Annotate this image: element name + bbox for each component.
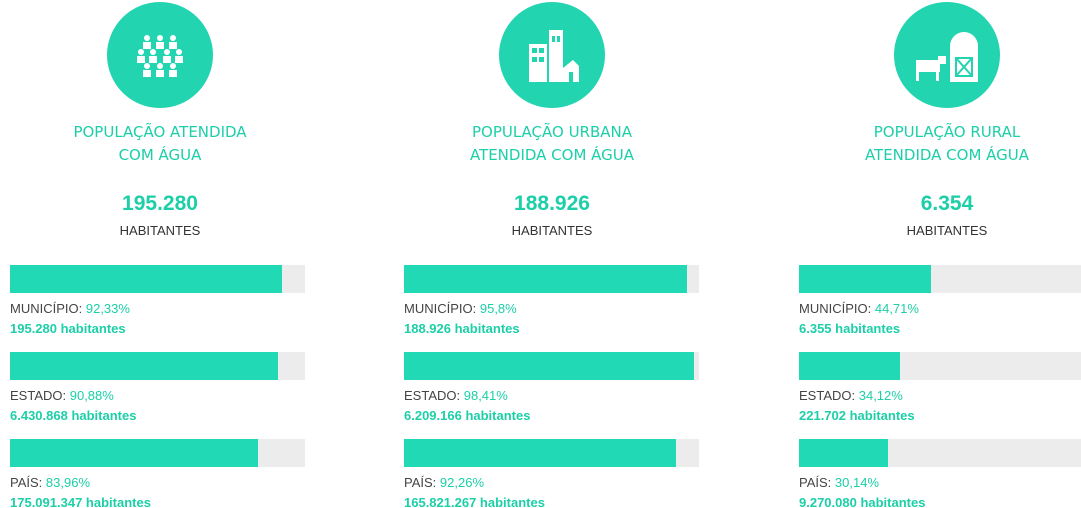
row-count: 9.270.080 habitantes	[799, 495, 926, 508]
row-count: 221.702 habitantes	[799, 408, 915, 423]
title-line: POPULAÇÃO ATENDIDA	[73, 123, 247, 141]
row-name: MUNICÍPIO:	[404, 301, 477, 316]
row-name: ESTADO:	[404, 388, 461, 403]
row-percent: 44,71%	[874, 301, 919, 316]
bar-track	[404, 439, 699, 467]
row-count: 175.091.347 habitantes	[10, 495, 151, 508]
row-label: ESTADO: 98,41%	[404, 388, 508, 403]
title-line: POPULAÇÃO RURAL	[873, 123, 1021, 141]
bar-fill	[799, 265, 931, 293]
unit-label: HABITANTES	[119, 223, 201, 238]
icon-urban	[499, 2, 605, 108]
row-percent: 34,12%	[858, 388, 903, 403]
bar-track	[10, 439, 305, 467]
title-line: ATENDIDA COM ÁGUA	[864, 146, 1030, 164]
row-count: 6.355 habitantes	[799, 321, 901, 336]
total-value: 6.354	[920, 192, 974, 215]
row-label: ESTADO: 90,88%	[10, 388, 114, 403]
unit-label: HABITANTES	[511, 223, 593, 238]
row-label: PAÍS: 30,14%	[799, 475, 879, 490]
bar-fill	[404, 265, 687, 293]
icon-rural	[894, 2, 1000, 108]
row-label: MUNICÍPIO: 95,8%	[404, 301, 517, 316]
bar-track	[10, 265, 305, 293]
row-percent: 92,26%	[439, 475, 484, 490]
total-value: 195.280	[122, 192, 198, 215]
row-count: 188.926 habitantes	[404, 321, 520, 336]
panel-title: POPULAÇÃO ATENDIDA COM ÁGUA	[10, 121, 310, 167]
row-label: ESTADO: 34,12%	[799, 388, 903, 403]
bar-track	[404, 265, 699, 293]
row-percent: 90,88%	[69, 388, 114, 403]
bar-fill	[799, 352, 900, 380]
row-percent: 83,96%	[45, 475, 90, 490]
row-name: MUNICÍPIO:	[10, 301, 83, 316]
bar-fill	[799, 439, 888, 467]
bar-fill	[10, 439, 258, 467]
title-line: POPULAÇÃO URBANA	[471, 123, 633, 141]
panel-title: POPULAÇÃO RURAL ATENDIDA COM ÁGUA	[797, 121, 1081, 167]
row-name: PAÍS:	[799, 475, 832, 490]
unit-label: HABITANTES	[906, 223, 988, 238]
bar-fill	[404, 439, 677, 467]
bar-fill	[404, 352, 695, 380]
row-name: ESTADO:	[799, 388, 856, 403]
bar-track	[799, 265, 1081, 293]
total-value: 188.926	[514, 192, 590, 215]
bar-fill	[10, 265, 283, 293]
row-percent: 30,14%	[834, 475, 879, 490]
title-line: ATENDIDA COM ÁGUA	[469, 146, 635, 164]
bar-track	[799, 439, 1081, 467]
row-label: PAÍS: 92,26%	[404, 475, 484, 490]
row-percent: 98,41%	[463, 388, 508, 403]
row-count: 6.430.868 habitantes	[10, 408, 137, 423]
row-count: 165.821.267 habitantes	[404, 495, 545, 508]
bar-track	[404, 352, 699, 380]
row-count: 6.209.166 habitantes	[404, 408, 531, 423]
row-label: MUNICÍPIO: 92,33%	[10, 301, 130, 316]
row-name: MUNICÍPIO:	[799, 301, 872, 316]
row-name: PAÍS:	[10, 475, 43, 490]
row-label: PAÍS: 83,96%	[10, 475, 90, 490]
row-label: MUNICÍPIO: 44,71%	[799, 301, 919, 316]
bar-track	[799, 352, 1081, 380]
row-percent: 95,8%	[479, 301, 517, 316]
row-percent: 92,33%	[85, 301, 130, 316]
bar-fill	[10, 352, 279, 380]
title-line: COM ÁGUA	[118, 146, 202, 164]
icon-population	[107, 2, 213, 108]
row-name: ESTADO:	[10, 388, 67, 403]
bar-track	[10, 352, 305, 380]
row-name: PAÍS:	[404, 475, 437, 490]
panel-title: POPULAÇÃO URBANA ATENDIDA COM ÁGUA	[402, 121, 702, 167]
row-count: 195.280 habitantes	[10, 321, 126, 336]
